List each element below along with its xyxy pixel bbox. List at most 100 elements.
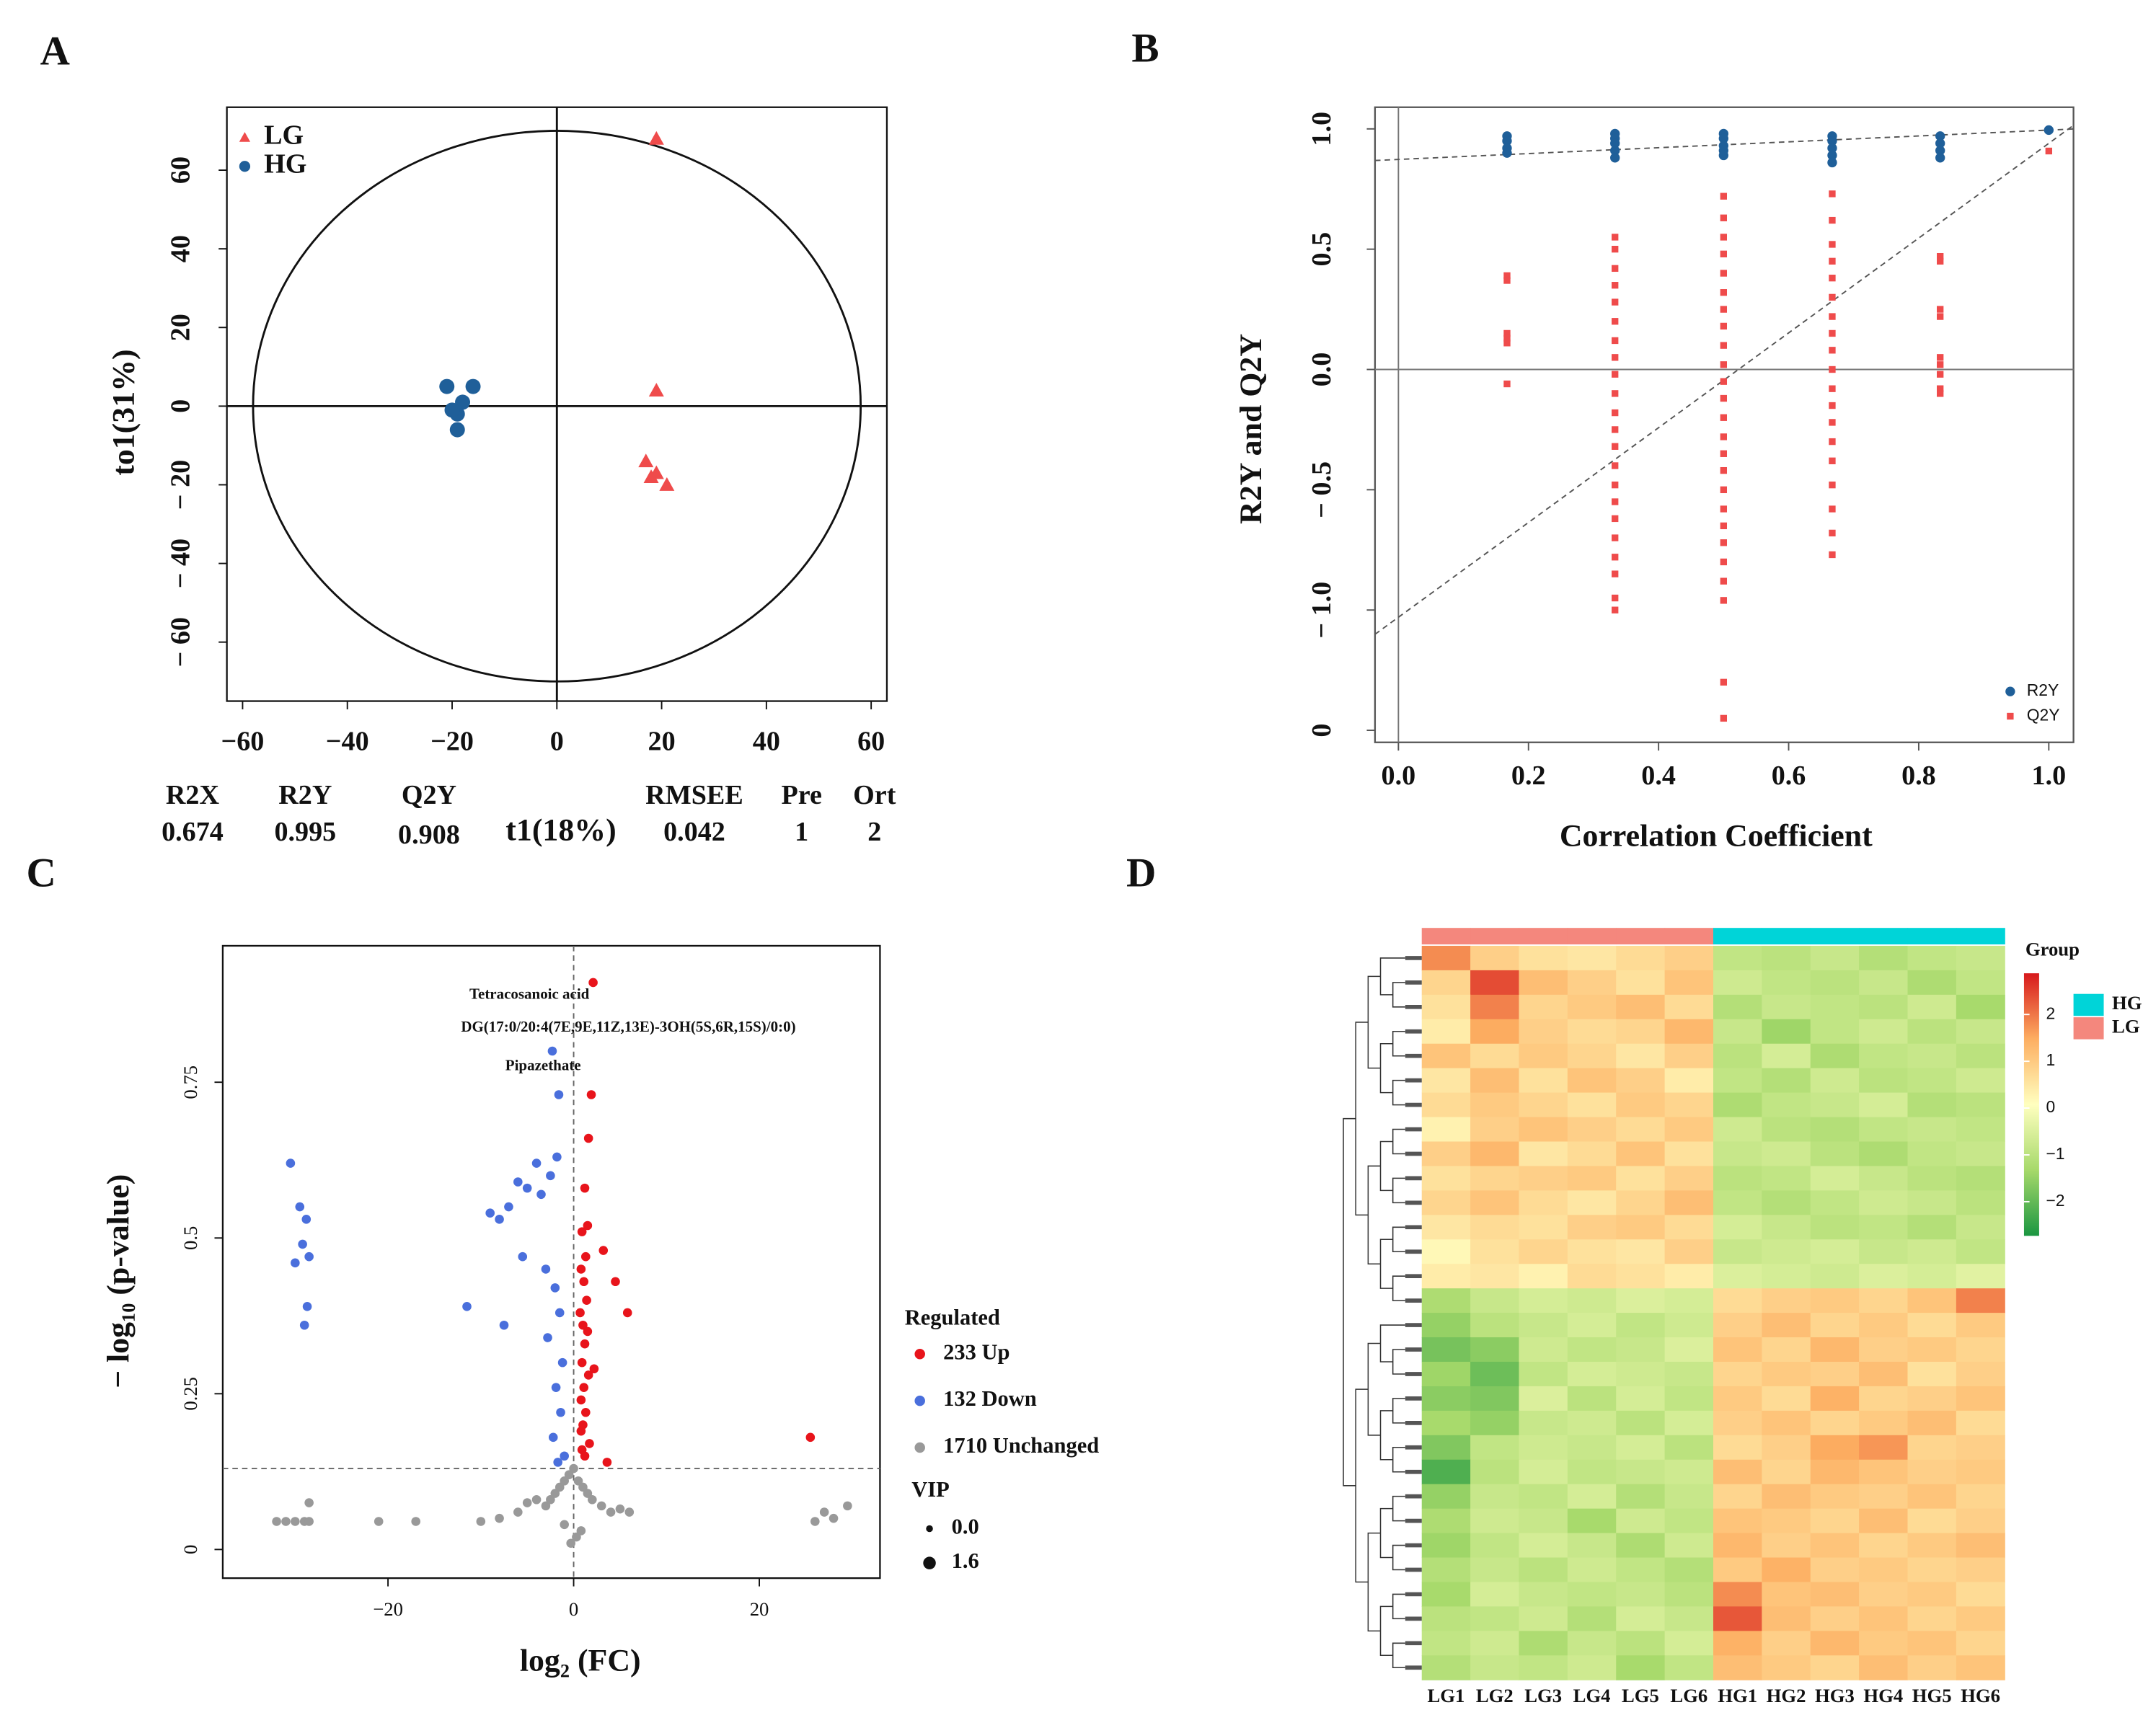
branch	[1379, 1140, 1393, 1192]
branch	[1392, 1593, 1405, 1620]
heat-cell	[1616, 1337, 1666, 1363]
point	[531, 1158, 542, 1168]
heat-cell	[1810, 1215, 1860, 1240]
heat-cell	[1664, 1337, 1714, 1363]
point	[553, 1458, 562, 1467]
branch	[1379, 1239, 1393, 1289]
column-label: LG5	[1622, 1685, 1659, 1706]
point	[439, 378, 455, 394]
heat-cell	[1470, 945, 1520, 971]
heat-cell	[1664, 1361, 1714, 1387]
heat-cell	[1616, 1092, 1666, 1118]
heat-cell	[1713, 1019, 1762, 1045]
point	[546, 1494, 555, 1505]
heat-cell	[1616, 945, 1666, 971]
heat-cell	[1519, 1410, 1568, 1436]
heat-cell	[1519, 1166, 1568, 1191]
y-axis-title: − log₁₀ (p-value)	[101, 1174, 136, 1388]
heat-cell	[1762, 1141, 1811, 1167]
heat-cell	[1713, 1166, 1762, 1191]
size-label: 1.6	[952, 1548, 979, 1573]
colorbar	[2023, 973, 2039, 1236]
point	[1610, 138, 1620, 149]
point	[1612, 482, 1619, 489]
heat-cell	[1956, 1533, 2005, 1559]
point	[1720, 192, 1728, 200]
point	[1720, 466, 1728, 474]
y-axis-title: R2Y and Q2Y	[1234, 334, 1268, 524]
x-tick-label: −20	[430, 726, 474, 756]
x-tick-label: 0.8	[1901, 761, 1936, 791]
point	[301, 1215, 312, 1224]
heat-cell	[1859, 1215, 1909, 1240]
heat-cell	[1567, 1190, 1617, 1215]
heat-cell	[1616, 1606, 1666, 1631]
heat-cell	[1470, 1508, 1520, 1534]
point	[577, 1227, 587, 1236]
heat-cell	[1519, 1582, 1568, 1607]
heat-cell	[1664, 1239, 1714, 1264]
point	[579, 1383, 589, 1392]
legend-label: R2Y	[2027, 681, 2059, 699]
heat-cell	[1567, 1092, 1617, 1118]
y-tick-label: 0	[180, 1545, 201, 1554]
point	[648, 465, 664, 479]
heat-cell	[1956, 1264, 2005, 1289]
heat-cell	[1519, 1631, 1568, 1656]
heat-cell	[1762, 1019, 1811, 1045]
point	[2044, 125, 2054, 136]
heat-cell	[1567, 1068, 1617, 1094]
heat-cell	[1810, 1092, 1860, 1118]
heat-cell	[1664, 1092, 1714, 1118]
heat-cell	[1421, 1557, 1471, 1583]
heat-cell	[1421, 1288, 1471, 1313]
heat-cell	[1470, 1582, 1520, 1607]
heat-cell	[1470, 1141, 1520, 1167]
heat-cell	[1810, 1043, 1860, 1069]
heat-cell	[1859, 1631, 1909, 1656]
stat-name: Pre	[781, 780, 821, 810]
heat-cell	[1859, 970, 1909, 996]
point	[648, 130, 664, 145]
point	[291, 1517, 300, 1526]
legend-marker	[239, 161, 251, 172]
heat-cell	[1664, 994, 1714, 1020]
group-bar	[1421, 928, 1471, 945]
heat-cell	[1421, 1582, 1471, 1607]
heat-cell	[1519, 1068, 1568, 1094]
point	[513, 1177, 523, 1187]
point	[1720, 539, 1728, 546]
heat-cell	[1713, 1435, 1762, 1461]
branch	[1379, 1410, 1393, 1461]
point	[455, 394, 471, 410]
heat-cell	[1907, 1606, 1957, 1631]
group-bar	[1859, 928, 1909, 945]
point	[578, 1320, 588, 1330]
point	[1612, 462, 1619, 469]
point	[1720, 342, 1728, 349]
heat-cell	[1762, 1288, 1811, 1313]
point	[576, 1264, 586, 1274]
heat-cell	[1664, 1215, 1714, 1240]
heat-cell	[1470, 1606, 1520, 1631]
heat-cell	[1616, 1435, 1666, 1461]
column-label: LG6	[1670, 1685, 1707, 1706]
heat-cell	[1810, 1410, 1860, 1436]
heat-cell	[1956, 1141, 2005, 1167]
heat-cell	[1956, 1508, 2005, 1534]
heat-cell	[1810, 1361, 1860, 1387]
point	[1612, 554, 1619, 561]
heat-cell	[1713, 1386, 1762, 1412]
heat-cell	[1907, 1459, 1957, 1485]
heat-cell	[1421, 1606, 1471, 1631]
point	[304, 1517, 314, 1526]
heat-cell	[1859, 1288, 1909, 1313]
heat-cell	[1907, 1313, 1957, 1338]
heat-cell	[1907, 1092, 1957, 1118]
y-tick-label: − 1.0	[1307, 582, 1337, 639]
heat-cell	[1664, 1533, 1714, 1559]
heat-cell	[1664, 1606, 1714, 1631]
heat-cell	[1567, 1288, 1617, 1313]
heat-cell	[1421, 1386, 1471, 1412]
heat-cell	[1664, 1484, 1714, 1510]
